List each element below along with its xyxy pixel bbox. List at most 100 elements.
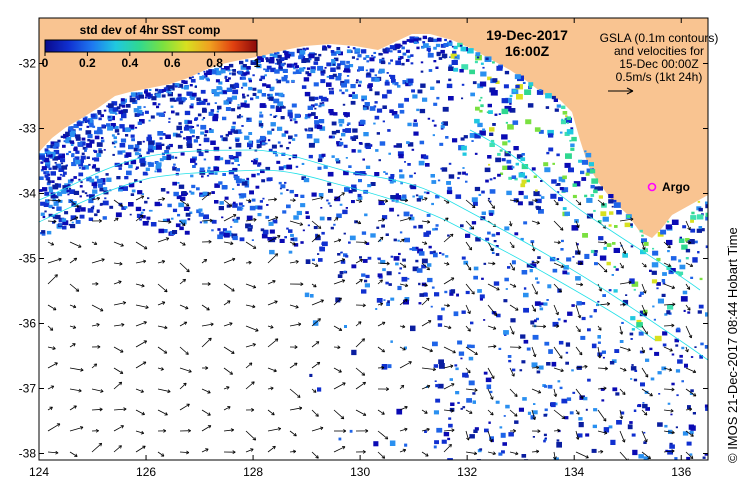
sst-pixel [440,167,443,170]
velocity-arrow-head [379,279,383,283]
velocity-arrow-head [452,349,456,354]
sst-pixel [622,299,629,306]
velocity-arrow-head [227,406,231,410]
sst-pixel [266,204,269,206]
sst-pixel [167,203,172,208]
sst-pixel [50,171,56,176]
sst-pixel [654,335,662,342]
velocity-arrow-head [491,205,495,209]
sst-pixel [511,175,517,179]
velocity-arrow-head [119,261,123,266]
sst-pixel [593,309,597,313]
sst-pixel [556,439,560,442]
velocity-arrow-head [251,381,255,385]
velocity-arrow-head [515,198,519,203]
sst-pixel [662,282,666,285]
sst-pixel [550,402,556,408]
sst-pixel [336,50,341,54]
velocity-arrow-head [467,310,471,315]
sst-pixel [206,102,211,106]
velocity-arrow-head [445,217,449,221]
velocity-arrow-head [644,374,649,378]
sst-pixel [266,58,271,63]
sst-pixel [144,110,149,114]
velocity-arrow [289,220,303,226]
sst-pixel [652,247,655,250]
sst-pixel [224,75,228,78]
velocity-arrow [267,367,277,372]
sst-pixel [651,270,657,275]
velocity-arrow-head [493,312,498,317]
velocity-arrow [47,258,62,264]
velocity-arrow-head [424,410,428,414]
sst-pixel [671,353,675,356]
legend-arrow-icon [626,87,634,95]
sst-pixel [71,203,76,207]
sst-pixel [184,110,191,116]
sst-pixel [489,200,492,203]
velocity-arrow [399,449,406,453]
sst-pixel [656,282,661,286]
sst-pixel [491,233,496,237]
sst-pixel [649,269,652,272]
sst-pixel [197,72,200,75]
sst-pixel [140,162,146,167]
sst-pixel [251,239,254,241]
sst-pixel [306,134,313,139]
velocity-arrow-head [671,449,675,454]
velocity-arrow-head [73,257,78,262]
velocity-arrow [421,262,430,271]
velocity-arrow [553,241,561,243]
sst-pixel [314,56,320,61]
sst-pixel [248,86,253,91]
sst-pixel [53,149,60,155]
sst-pixel [249,190,254,195]
sst-pixel [404,161,406,163]
sst-pixel [102,216,107,220]
velocity-arrow [465,262,472,271]
sst-pixel [547,384,553,389]
sst-pixel [431,286,435,289]
sst-pixel [262,229,269,235]
sst-pixel [202,117,206,119]
velocity-arrow [113,367,124,374]
velocity-arrow-head [649,392,653,397]
velocity-arrow-head [277,427,282,431]
sst-pixel [643,241,649,246]
velocity-arrow-head [604,240,608,245]
velocity-arrow [443,409,454,412]
velocity-arrow-head [381,348,385,353]
velocity-arrow-head [492,326,497,330]
sst-pixel [629,421,633,424]
velocity-arrow [179,321,187,327]
sst-pixel [261,93,267,97]
sst-pixel [210,140,216,145]
sst-pixel [329,90,334,95]
velocity-arrow-head [492,451,496,456]
velocity-arrow-head [671,430,675,435]
sst-pixel [483,262,487,265]
sst-pixel [611,274,614,276]
sst-pixel [553,457,559,460]
velocity-arrow-head [292,241,296,246]
sst-pixel [474,186,481,192]
sst-pixel [313,226,318,230]
velocity-arrow [135,241,148,250]
sst-pixel [326,75,330,78]
sst-pixel [526,263,532,268]
sst-pixel [331,87,334,90]
sst-pixel [367,84,372,89]
velocity-arrow [465,304,471,314]
velocity-arrow [619,262,624,269]
velocity-arrow [663,325,675,327]
sst-pixel [273,98,280,104]
velocity-arrow-head [274,300,278,304]
sst-pixel [594,186,600,191]
sst-pixel [119,185,124,190]
velocity-arrow [619,388,626,395]
sst-pixel [411,89,415,93]
velocity-arrow [509,367,515,377]
velocity-arrow [245,241,257,249]
sst-pixel [391,79,396,83]
velocity-arrow [487,367,495,379]
